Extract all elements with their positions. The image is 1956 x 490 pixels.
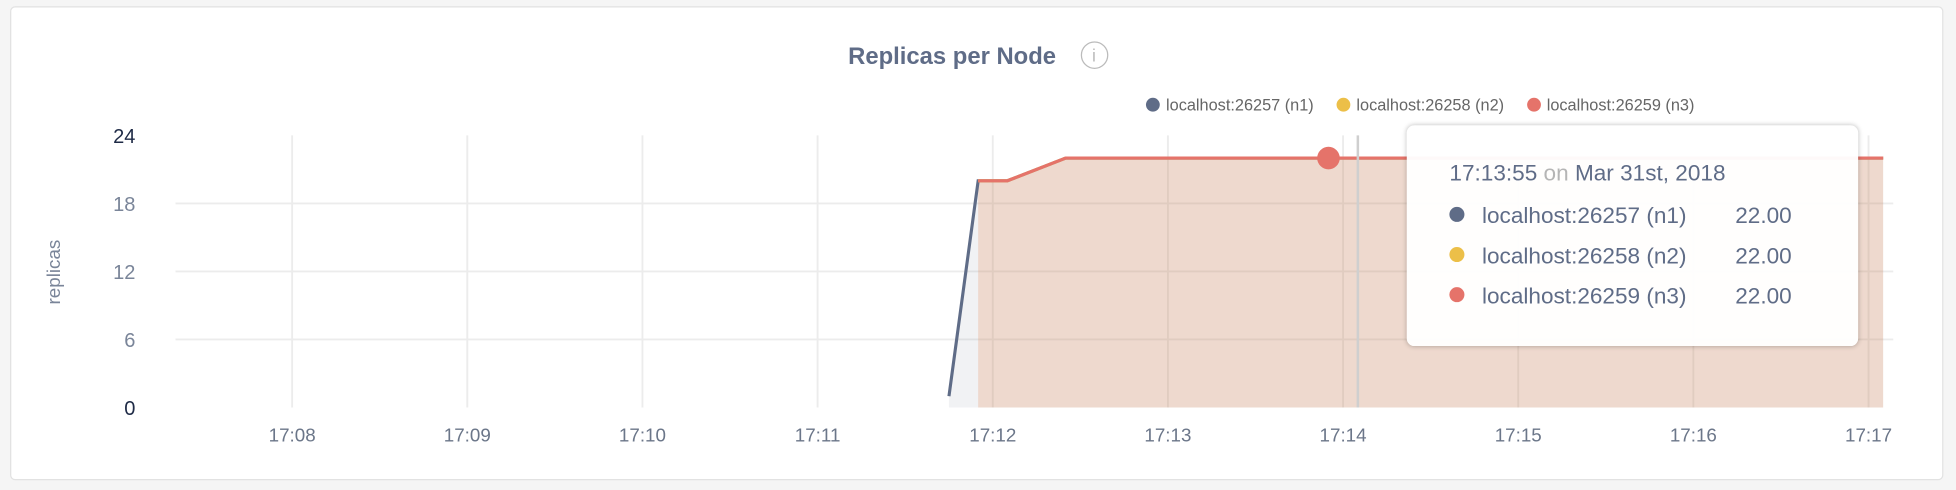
y-tick-label: 0 xyxy=(124,398,135,420)
hover-point-marker xyxy=(1317,146,1340,170)
tooltip-row: localhost:26259 (n3) 22.00 xyxy=(1449,283,1792,309)
x-tick-label: 17:13 xyxy=(1144,424,1191,445)
tooltip-value: 22.00 xyxy=(1735,203,1792,229)
tooltip-header: 17:13:55 on Mar 31st, 2018 xyxy=(1449,160,1725,186)
tooltip-value: 22.00 xyxy=(1735,243,1792,269)
x-tick-label: 17:10 xyxy=(619,424,666,445)
legend-label: localhost:26257 (n1) xyxy=(1166,95,1314,115)
legend-label: localhost:26259 (n3) xyxy=(1546,95,1695,115)
tooltip-date: Mar 31st, 2018 xyxy=(1574,160,1726,186)
x-tick-label: 17:14 xyxy=(1320,424,1367,445)
chart-title-row: Replicas per Node i xyxy=(0,41,1956,71)
legend-dot-icon xyxy=(1526,97,1541,112)
x-tick-label: 17:11 xyxy=(795,424,841,445)
x-tick-label: 17:15 xyxy=(1495,424,1542,445)
tooltip-row: localhost:26257 (n1) 22.00 xyxy=(1449,203,1792,229)
legend-dot-icon xyxy=(1145,97,1160,112)
x-tick-label: 17:08 xyxy=(269,424,316,445)
legend: localhost:26257 (n1) localhost:26258 (n2)… xyxy=(1145,95,1717,115)
y-tick-label: 18 xyxy=(113,194,135,216)
tooltip-series-name: localhost:26259 (n3) xyxy=(1481,283,1687,309)
tooltip-dot-icon xyxy=(1449,287,1465,303)
y-tick-label: 12 xyxy=(113,262,135,284)
x-tick-label: 17:16 xyxy=(1670,424,1717,445)
tooltip-row: localhost:26258 (n2) 22.00 xyxy=(1449,243,1792,269)
chart-title: Replicas per Node xyxy=(848,43,1057,71)
tooltip-series-name: localhost:26257 (n1) xyxy=(1481,203,1687,229)
y-axis-label: replicas xyxy=(43,240,64,305)
x-tick-label: 17:12 xyxy=(969,424,1016,445)
tooltip-value: 22.00 xyxy=(1735,283,1792,309)
tooltip-time: 17:13:55 xyxy=(1449,160,1538,186)
info-icon[interactable]: i xyxy=(1080,41,1108,69)
legend-item[interactable]: localhost:26259 (n3) xyxy=(1526,95,1695,115)
hover-tooltip: 17:13:55 on Mar 31st, 2018 localhost:262… xyxy=(1406,125,1859,347)
tooltip-dot-icon xyxy=(1449,206,1465,222)
x-tick-label: 17:09 xyxy=(444,424,491,445)
legend-item[interactable]: localhost:26257 (n1) xyxy=(1145,95,1314,115)
tooltip-on: on xyxy=(1543,160,1569,186)
legend-item[interactable]: localhost:26258 (n2) xyxy=(1336,95,1504,114)
x-tick-label: 17:17 xyxy=(1845,424,1892,445)
tooltip-series-name: localhost:26258 (n2) xyxy=(1481,243,1687,269)
y-tick-label: 24 xyxy=(113,126,135,148)
tooltip-dot-icon xyxy=(1449,246,1465,263)
legend-label: localhost:26258 (n2) xyxy=(1356,95,1505,115)
y-tick-label: 6 xyxy=(124,330,135,352)
legend-dot-icon xyxy=(1336,97,1351,112)
